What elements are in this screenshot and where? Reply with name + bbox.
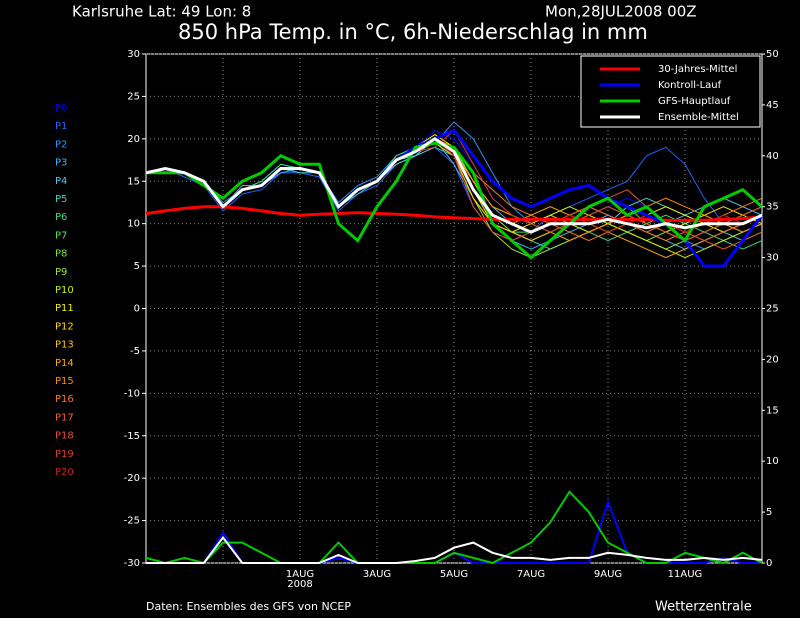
y-tick-label: 10: [127, 219, 140, 230]
y-tick-label: -10: [124, 388, 140, 399]
member-label: P13: [55, 340, 74, 351]
member-label: P17: [55, 412, 74, 423]
member-label: P20: [55, 467, 74, 478]
y2-tick-label: 10: [766, 456, 779, 467]
y2-tick-label: 20: [766, 354, 779, 365]
brand: Wetterzentrale: [655, 600, 752, 615]
series-line: [145, 136, 763, 234]
x-tick-label: 3AUG: [363, 569, 391, 580]
y-tick-label: -30: [124, 558, 140, 569]
legend-label: Kontroll-Lauf: [658, 80, 722, 91]
member-label: P12: [55, 321, 74, 332]
legend-label: Ensemble-Mittel: [658, 112, 739, 123]
member-label: P2: [55, 139, 67, 150]
y-tick-label: -5: [130, 346, 140, 357]
member-label: P11: [55, 303, 74, 314]
y-tick-label: -15: [124, 431, 140, 442]
member-label: P10: [55, 285, 74, 296]
y-tick-label: 15: [127, 176, 140, 187]
member-label: P5: [55, 194, 67, 205]
member-label: P15: [55, 376, 74, 387]
legend-label: GFS-Hauptlauf: [658, 96, 731, 107]
member-label: P19: [55, 449, 74, 460]
run-time: Mon,28JUL2008 00Z: [545, 3, 697, 21]
member-label: P9: [55, 267, 67, 278]
source: Daten: Ensembles des GFS von NCEP: [146, 600, 351, 613]
y-tick-label: -25: [124, 516, 140, 527]
location: Karlsruhe Lat: 49 Lon: 8: [72, 3, 251, 21]
chart-title: 850 hPa Temp. in °C, 6h-Niederschlag in …: [178, 20, 648, 44]
x-tick-label: 1AUG: [286, 569, 314, 580]
y2-tick-label: 45: [766, 100, 779, 111]
y-tick-label: 5: [134, 261, 140, 272]
y-tick-label: 25: [127, 91, 140, 102]
legend-label: 30-Jahres-Mittel: [658, 64, 737, 75]
member-label: P1: [55, 121, 67, 132]
y2-tick-label: 40: [766, 151, 779, 162]
x-tick-label: 5AUG: [440, 569, 468, 580]
member-label: P8: [55, 249, 67, 260]
x-tick-label: 9AUG: [594, 569, 622, 580]
member-label: P6: [55, 212, 67, 223]
member-label: P16: [55, 394, 74, 405]
precip-line: [146, 535, 763, 564]
y-tick-label: 20: [127, 134, 140, 145]
y2-tick-label: 5: [766, 507, 772, 518]
precip-line: [145, 490, 763, 565]
member-label: P0: [55, 103, 67, 114]
y2-tick-label: 50: [766, 49, 779, 60]
y2-tick-label: 15: [766, 405, 779, 416]
y2-tick-label: 35: [766, 202, 779, 213]
y-tick-label: 0: [134, 304, 140, 315]
series-line: [146, 141, 763, 260]
y2-tick-label: 30: [766, 253, 779, 264]
member-label: P4: [55, 176, 67, 187]
y2-tick-label: 0: [766, 558, 772, 569]
member-label: P7: [55, 230, 67, 241]
y-tick-label: 30: [127, 49, 140, 60]
member-label: P18: [55, 431, 74, 442]
y2-tick-label: 25: [766, 304, 779, 315]
member-label: P3: [55, 158, 67, 169]
x-tick-label: 11AUG: [668, 569, 703, 580]
y-tick-label: -20: [124, 473, 140, 484]
x-year-label: 2008: [287, 579, 312, 590]
x-tick-label: 7AUG: [517, 569, 545, 580]
member-label: P14: [55, 358, 74, 369]
